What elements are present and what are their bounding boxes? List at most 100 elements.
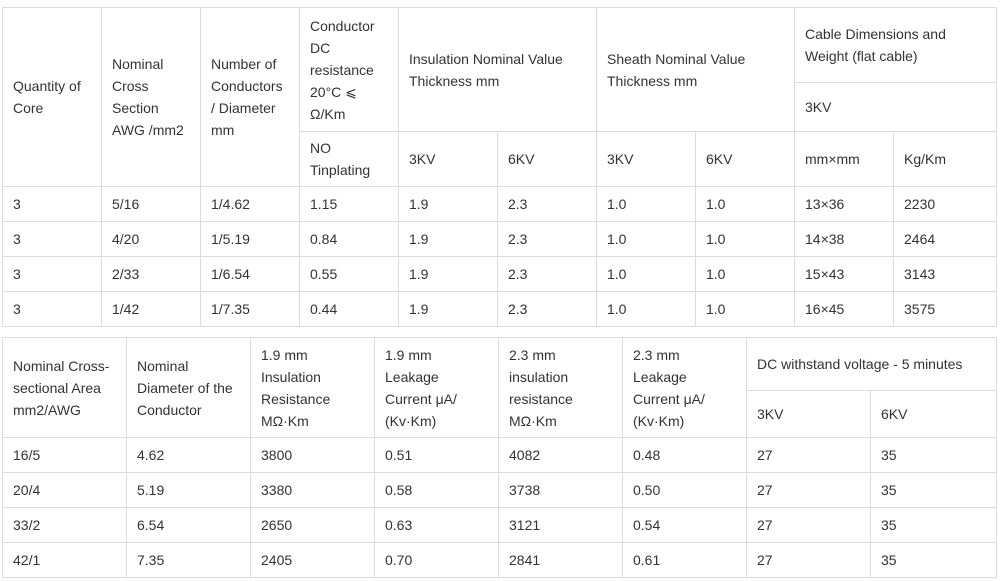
table-cell: 14×38 bbox=[794, 221, 894, 257]
table-cell: 3 bbox=[2, 186, 102, 222]
table-cell: 27 bbox=[746, 507, 871, 543]
header-nominal-cross-sectional-area: Nominal Cross- sectional Area mm2/AWG bbox=[2, 337, 127, 438]
header-leakage-current-2-3mm: 2.3 mm Leakage Current μA/ (Kv·Km) bbox=[622, 337, 747, 438]
table-cell: 0.63 bbox=[374, 507, 499, 543]
header-leakage-current-1-9mm: 1.9 mm Leakage Current μA/ (Kv·Km) bbox=[374, 337, 499, 438]
header-row: 3KV bbox=[3, 82, 998, 132]
table-cell: 0.55 bbox=[299, 256, 399, 292]
table-cell: 0.44 bbox=[299, 291, 399, 327]
table-cell: 4.62 bbox=[126, 437, 251, 473]
header-row: NO Tinplating 3KV 6KV 3KV 6KV mm×mm Kg/K… bbox=[3, 131, 998, 187]
table-cell: 5/16 bbox=[101, 186, 201, 222]
header-sheath-3kv: 3KV bbox=[596, 131, 696, 187]
table-cell: 2464 bbox=[892, 221, 998, 257]
table-cell: 2650 bbox=[250, 507, 375, 543]
header-sheath-6kv: 6KV bbox=[695, 131, 795, 187]
header-insulation-resistance-1-9mm: 1.9 mm Insulation Resistance MΩ·Km bbox=[250, 337, 375, 438]
table-cell: 35 bbox=[870, 437, 997, 473]
header-withstand-6kv: 6KV bbox=[870, 390, 997, 438]
table-cell: 2230 bbox=[892, 186, 998, 222]
table-cell: 2.3 bbox=[497, 221, 597, 257]
table-cell: 3380 bbox=[250, 472, 375, 508]
cable-spec-table: Quantity of Core Nominal Cross Section A… bbox=[2, 7, 998, 327]
header-insulation-6kv: 6KV bbox=[497, 131, 597, 187]
table-cell: 1.0 bbox=[695, 256, 795, 292]
table-cell: 33/2 bbox=[2, 507, 127, 543]
table-cell: 0.61 bbox=[622, 542, 747, 578]
table-cell: 2/33 bbox=[101, 256, 201, 292]
table-cell: 27 bbox=[746, 437, 871, 473]
table-cell: 0.48 bbox=[622, 437, 747, 473]
table-cell: 2.3 bbox=[497, 291, 597, 327]
table-cell: 2841 bbox=[498, 542, 623, 578]
table-cell: 3121 bbox=[498, 507, 623, 543]
table-cell: 1/7.35 bbox=[200, 291, 300, 327]
table-row: 33/2 6.54 2650 0.63 3121 0.54 27 35 bbox=[2, 507, 997, 543]
table-cell: 1.0 bbox=[695, 186, 795, 222]
table-row: 3 4/20 1/5.19 0.84 1.9 2.3 1.0 1.0 14×38… bbox=[2, 221, 998, 257]
table-cell: 2405 bbox=[250, 542, 375, 578]
table-cell: 35 bbox=[870, 507, 997, 543]
header-no-tinplating: NO Tinplating bbox=[299, 131, 399, 187]
table-cell: 2.3 bbox=[497, 256, 597, 292]
table-cell: 1.15 bbox=[299, 186, 399, 222]
header-dimensions-3kv: 3KV bbox=[793, 82, 998, 132]
table-cell: 0.58 bbox=[374, 472, 499, 508]
table-cell: 4082 bbox=[498, 437, 623, 473]
table-cell: 1.0 bbox=[596, 186, 696, 222]
table-cell: 3800 bbox=[250, 437, 375, 473]
table-cell: 7.35 bbox=[126, 542, 251, 578]
header-kg-per-km: Kg/Km bbox=[892, 131, 998, 187]
table-cell: 1/6.54 bbox=[200, 256, 300, 292]
header-quantity-of-core: Quantity of Core bbox=[2, 7, 102, 187]
table-cell: 2.3 bbox=[497, 186, 597, 222]
table-cell: 0.70 bbox=[374, 542, 499, 578]
electrical-spec-table: Nominal Cross- sectional Area mm2/AWG No… bbox=[2, 337, 997, 578]
table-row: 20/4 5.19 3380 0.58 3738 0.50 27 35 bbox=[2, 472, 997, 508]
table-cell: 5.19 bbox=[126, 472, 251, 508]
table-cell: 35 bbox=[870, 472, 997, 508]
table-cell: 42/1 bbox=[2, 542, 127, 578]
header-withstand-3kv: 3KV bbox=[746, 390, 871, 438]
header-insulation-resistance-2-3mm: 2.3 mm insulation resistance MΩ·Km bbox=[498, 337, 623, 438]
table-cell: 3 bbox=[2, 256, 102, 292]
table-row: 3 1/42 1/7.35 0.44 1.9 2.3 1.0 1.0 16×45… bbox=[2, 291, 998, 327]
table-cell: 27 bbox=[746, 542, 871, 578]
table-cell: 27 bbox=[746, 472, 871, 508]
header-conductor-dc-resistance: Conductor DC resistance 20°C ⩽ Ω/Km bbox=[299, 7, 399, 132]
header-mm-by-mm: mm×mm bbox=[794, 131, 894, 187]
table-cell: 1.0 bbox=[596, 256, 696, 292]
table-cell: 16/5 bbox=[2, 437, 127, 473]
table-cell: 0.51 bbox=[374, 437, 499, 473]
table-cell: 1/4.62 bbox=[200, 186, 300, 222]
table-row: 3 2/33 1/6.54 0.55 1.9 2.3 1.0 1.0 15×43… bbox=[2, 256, 998, 292]
header-insulation-3kv: 3KV bbox=[398, 131, 498, 187]
table-row: 16/5 4.62 3800 0.51 4082 0.48 27 35 bbox=[2, 437, 997, 473]
table-row: 3 5/16 1/4.62 1.15 1.9 2.3 1.0 1.0 13×36… bbox=[2, 186, 998, 222]
table-cell: 0.50 bbox=[622, 472, 747, 508]
table-cell: 20/4 bbox=[2, 472, 127, 508]
table-cell: 1.0 bbox=[596, 221, 696, 257]
table-cell: 3 bbox=[2, 221, 102, 257]
table-cell: 3738 bbox=[498, 472, 623, 508]
table-row: 42/1 7.35 2405 0.70 2841 0.61 27 35 bbox=[2, 542, 997, 578]
header-row: Nominal Cross- sectional Area mm2/AWG No… bbox=[2, 337, 997, 438]
header-dc-withstand-voltage: DC withstand voltage - 5 minutes bbox=[746, 337, 997, 391]
table-cell: 1.9 bbox=[398, 256, 498, 292]
table-cell: 35 bbox=[870, 542, 997, 578]
header-cable-dimensions: Cable Dimensions and Weight (flat cable) bbox=[793, 7, 998, 83]
table-cell: 1.9 bbox=[398, 291, 498, 327]
table-cell: 0.84 bbox=[299, 221, 399, 257]
table-cell: 1.9 bbox=[398, 221, 498, 257]
header-insulation-thickness: Insulation Nominal Value Thickness mm bbox=[398, 7, 597, 132]
table-cell: 1.0 bbox=[596, 291, 696, 327]
table-cell: 15×43 bbox=[794, 256, 894, 292]
table-cell: 0.54 bbox=[622, 507, 747, 543]
table-cell: 13×36 bbox=[794, 186, 894, 222]
table-cell: 3575 bbox=[892, 291, 998, 327]
table-cell: 3 bbox=[2, 291, 102, 327]
table-cell: 4/20 bbox=[101, 221, 201, 257]
table-cell: 3143 bbox=[892, 256, 998, 292]
table-cell: 1/42 bbox=[101, 291, 201, 327]
header-number-of-conductors: Number of Conductors / Diameter mm bbox=[200, 7, 300, 187]
